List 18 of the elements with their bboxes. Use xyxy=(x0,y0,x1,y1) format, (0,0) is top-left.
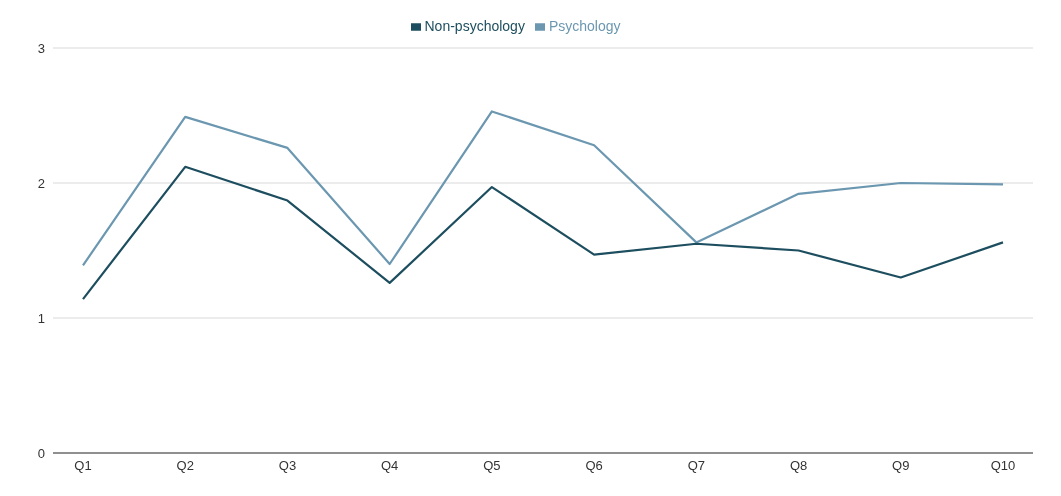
x-tick-label: Q3 xyxy=(278,458,297,474)
y-tick-label: 1 xyxy=(37,310,45,326)
x-tick-label: Q2 xyxy=(176,458,194,474)
y-tick-label: 0 xyxy=(37,445,45,461)
x-tick-label: Q7 xyxy=(687,458,706,474)
x-tick-label: Q10 xyxy=(990,458,1016,474)
line-series xyxy=(81,110,1005,267)
y-tick-label: 3 xyxy=(37,40,45,56)
x-tick-label: Q8 xyxy=(789,458,808,474)
x-tick-label: Q4 xyxy=(380,458,399,474)
x-tick-label: Q1 xyxy=(74,458,92,474)
line-series xyxy=(81,165,1005,301)
x-tick-label: Q5 xyxy=(483,458,501,474)
x-tick-label: Q9 xyxy=(892,458,910,474)
x-tick-label: Q6 xyxy=(585,458,603,474)
legend-label: Non-psychology xyxy=(424,18,525,34)
legend-label: Psychology xyxy=(548,18,621,34)
y-tick-label: 2 xyxy=(37,175,45,191)
